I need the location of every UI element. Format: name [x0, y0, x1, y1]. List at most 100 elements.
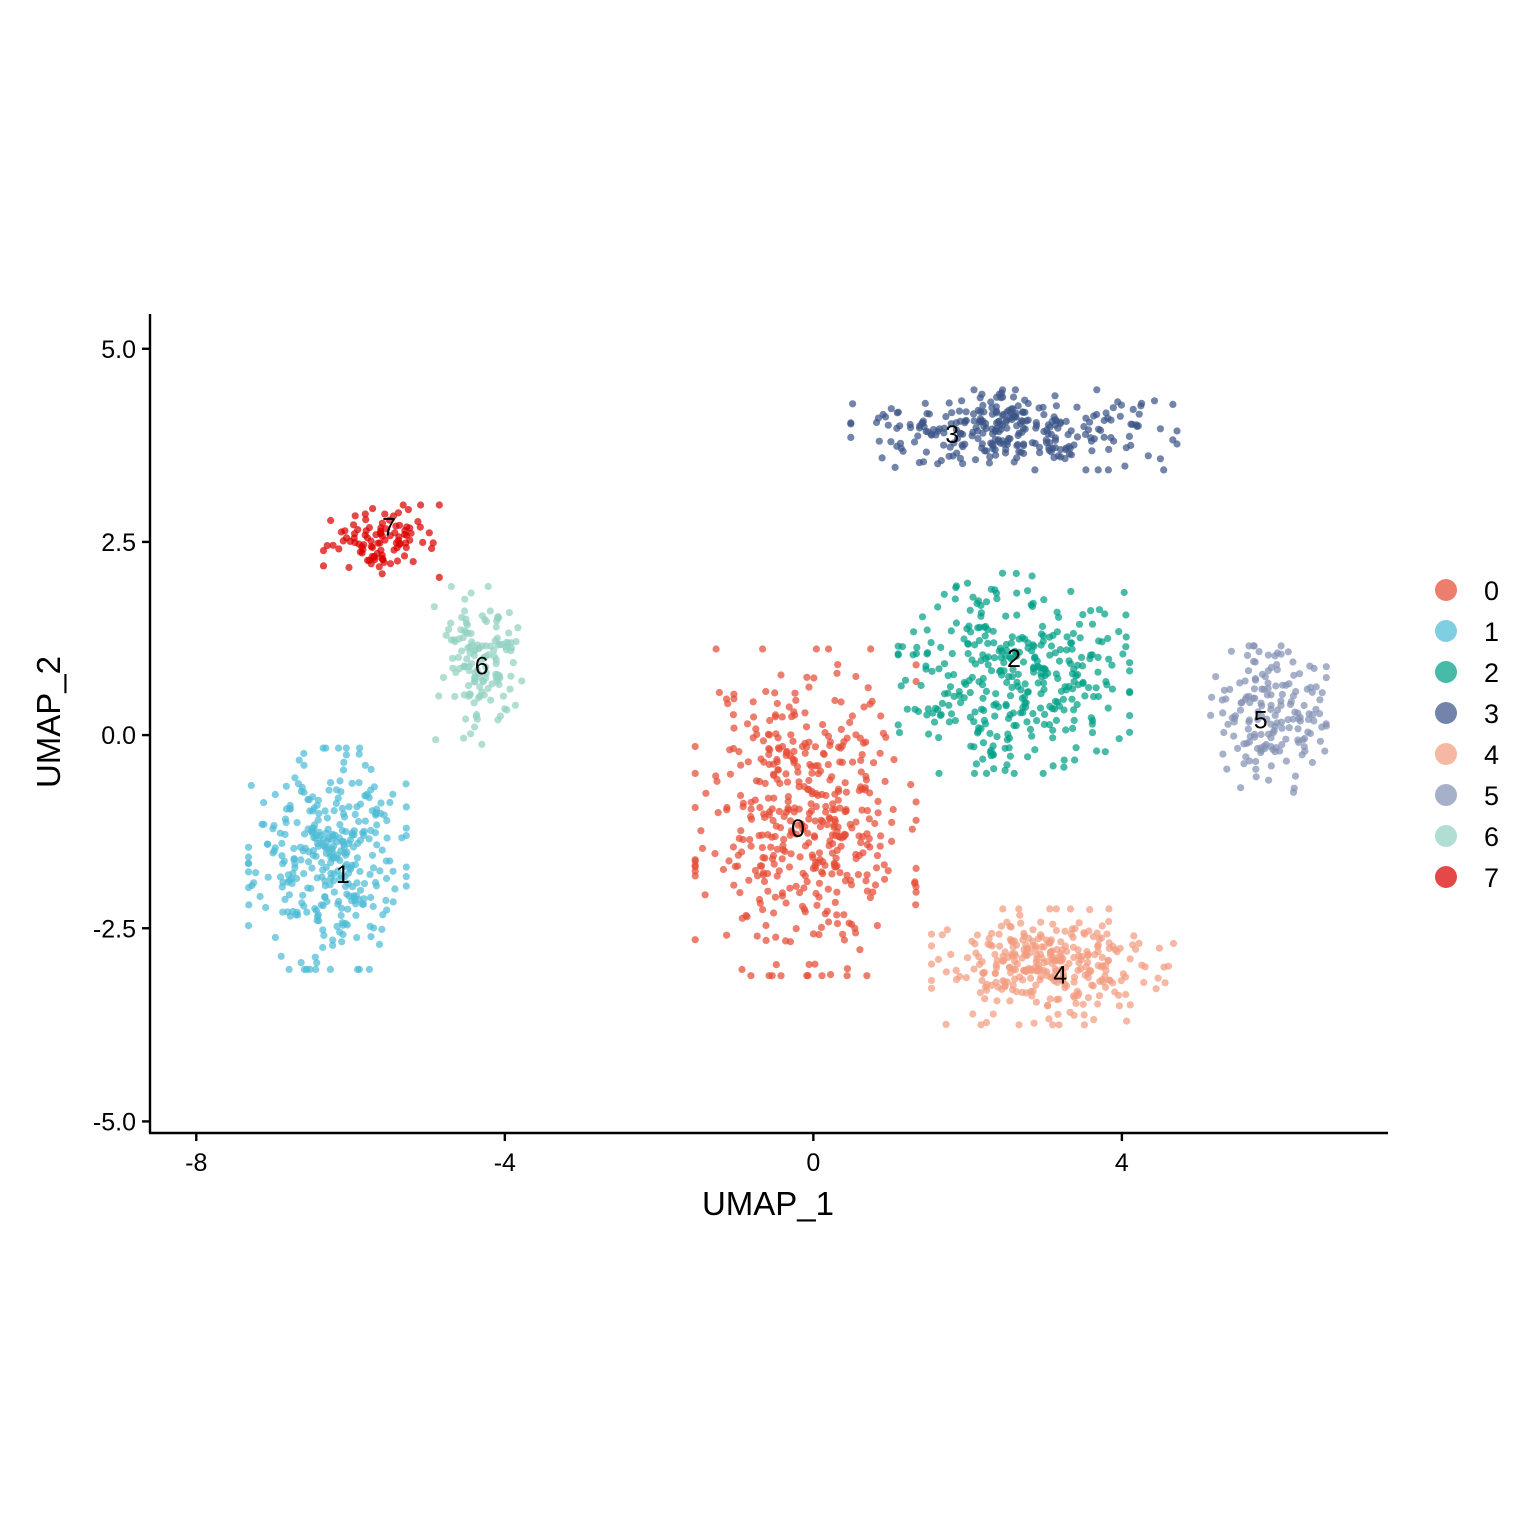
- cluster-3-point: [847, 433, 855, 441]
- cluster-0-point: [772, 961, 780, 969]
- cluster-3-point: [878, 454, 886, 462]
- cluster-0-point: [872, 864, 881, 872]
- cluster-2-point: [984, 653, 992, 661]
- cluster-1-point: [378, 846, 386, 854]
- cluster-3-point: [915, 459, 924, 467]
- cluster-2-point: [1086, 655, 1094, 663]
- cluster-7-point: [329, 541, 337, 549]
- cluster-0-point: [768, 833, 776, 841]
- cluster-label-2: 2: [1007, 645, 1021, 673]
- cluster-3-point: [991, 436, 999, 444]
- cluster-4-point: [1152, 985, 1160, 993]
- legend-label-1: 1: [1484, 617, 1499, 647]
- cluster-1-point: [317, 858, 326, 867]
- cluster-0-point: [815, 893, 823, 901]
- cluster-0-point: [744, 758, 752, 766]
- cluster-0-point: [785, 863, 794, 871]
- cluster-6-point: [507, 672, 515, 680]
- cluster-2-point: [1065, 682, 1073, 691]
- cluster-7-point: [372, 531, 380, 539]
- cluster-6-point: [478, 612, 486, 620]
- cluster-2-point: [1069, 724, 1077, 733]
- cluster-0-point: [813, 901, 821, 909]
- cluster-4-point: [1036, 950, 1044, 958]
- cluster-0-point: [912, 864, 920, 873]
- cluster-5-point: [1300, 701, 1308, 710]
- cluster-3-point: [1039, 403, 1047, 411]
- cluster-3-point: [1150, 397, 1159, 405]
- cluster-0-point: [760, 810, 768, 818]
- y-ticks: 5.0 2.5 0.0 -2.5 -5.0: [93, 336, 150, 1136]
- cluster-2-point: [966, 713, 975, 721]
- cluster-2-point: [1040, 720, 1048, 729]
- cluster-2-point: [1013, 611, 1021, 619]
- cluster-1-point: [356, 886, 365, 894]
- cluster-1-point: [334, 744, 343, 752]
- cluster-0-point: [790, 747, 798, 756]
- cluster-0-point: [775, 807, 783, 816]
- cluster-2-point: [1033, 717, 1041, 725]
- cluster-0-point: [780, 835, 788, 844]
- cluster-3-point: [956, 417, 964, 425]
- cluster-5-point: [1282, 735, 1290, 743]
- cluster-5-point: [1252, 773, 1260, 781]
- cluster-1-point: [327, 859, 335, 867]
- cluster-2-point: [1063, 646, 1071, 654]
- cluster-1-point: [284, 871, 292, 879]
- cluster-7-point: [409, 558, 417, 566]
- cluster-6-point: [465, 682, 473, 690]
- cluster-3-point: [1173, 427, 1181, 435]
- cluster-4-point: [1032, 945, 1040, 953]
- cluster-0-point: [831, 898, 839, 907]
- cluster-4-point: [938, 931, 946, 939]
- cluster-4-point: [1070, 973, 1079, 981]
- cluster-5-point: [1218, 696, 1226, 704]
- cluster-0-point: [762, 687, 770, 696]
- cluster-5-point: [1250, 730, 1259, 738]
- cluster-2-point: [1038, 673, 1046, 681]
- cluster-2-point: [990, 654, 999, 662]
- cluster-0-point: [871, 819, 879, 828]
- cluster-3-point: [893, 442, 901, 450]
- cluster-4-point: [1116, 944, 1124, 952]
- cluster-2-point: [1012, 722, 1020, 730]
- cluster-1-point: [262, 903, 270, 912]
- cluster-4-point: [1066, 905, 1075, 913]
- cluster-0-point: [834, 796, 842, 804]
- cluster-0-point: [799, 869, 807, 877]
- cluster-2-point: [1075, 620, 1084, 628]
- cluster-3-point: [1094, 466, 1102, 474]
- cluster-0-point: [759, 737, 768, 745]
- cluster-4-point: [1089, 982, 1097, 990]
- cluster-4-point: [1046, 905, 1054, 913]
- cluster-4-point: [1003, 918, 1011, 926]
- cluster-4-point: [1032, 998, 1040, 1006]
- cluster-3-point: [1073, 433, 1082, 441]
- cluster-1-point: [301, 844, 309, 852]
- cluster-0-point: [859, 849, 867, 857]
- cluster-2-point: [1041, 710, 1049, 719]
- cluster-0-point: [841, 779, 849, 787]
- legend: 0 1 2 3 4 5 6 7: [1435, 576, 1499, 893]
- cluster-3-point: [1008, 416, 1016, 424]
- cluster-6-point: [490, 652, 498, 661]
- cluster-0-point: [711, 850, 719, 858]
- cluster-4-point: [991, 950, 999, 959]
- cluster-6-point: [487, 642, 495, 650]
- cluster-5-point: [1212, 673, 1220, 681]
- cluster-6-point: [461, 595, 469, 603]
- cluster-7-point: [342, 534, 351, 542]
- cluster-2-point: [971, 641, 979, 649]
- cluster-0-point: [798, 902, 807, 910]
- cluster-3-point: [988, 404, 996, 412]
- cluster-0-point: [912, 901, 920, 909]
- cluster-0-point: [751, 866, 760, 875]
- cluster-6-point: [463, 655, 471, 663]
- cluster-2-point: [1055, 613, 1063, 621]
- cluster-5-point: [1237, 699, 1245, 707]
- cluster-5-point: [1291, 772, 1300, 780]
- cluster-3-point: [875, 437, 883, 445]
- cluster-2-point: [1060, 763, 1068, 771]
- cluster-0-point: [768, 972, 776, 980]
- cluster-4-point: [1164, 962, 1172, 970]
